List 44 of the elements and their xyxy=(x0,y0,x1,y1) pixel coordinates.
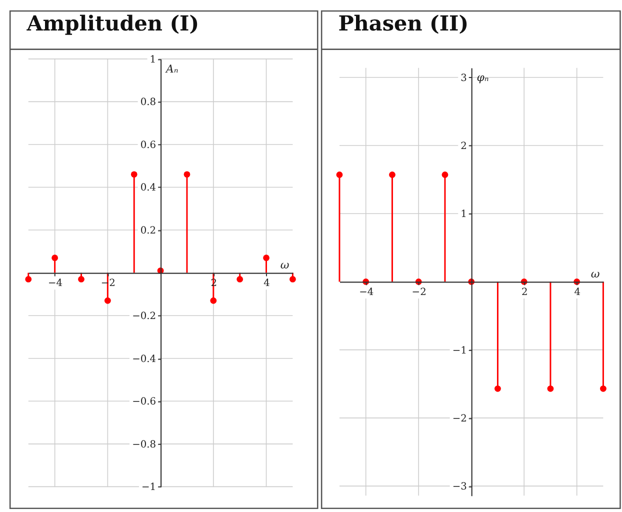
y-tick-label: 3 xyxy=(460,72,467,84)
point xyxy=(52,254,58,262)
point xyxy=(389,172,396,178)
y-axis-title: φₙ xyxy=(476,71,489,84)
x-tick-label: −4 xyxy=(359,287,374,298)
chart-title: Phasen (II) xyxy=(338,12,469,36)
x-tick-label: 4 xyxy=(264,278,270,290)
x-tick-label: −4 xyxy=(48,278,63,290)
y-tick-label: −0.4 xyxy=(132,354,156,365)
point xyxy=(210,297,217,304)
point xyxy=(494,385,501,392)
point xyxy=(184,171,190,178)
y-tick-label: 0.8 xyxy=(140,97,156,108)
point xyxy=(290,276,296,282)
point xyxy=(336,172,343,178)
point xyxy=(547,385,554,392)
x-axis-title: ω xyxy=(590,267,600,280)
x-tick-label: 4 xyxy=(574,287,580,298)
y-axis-title: Aₙ xyxy=(164,62,178,76)
point xyxy=(600,385,606,392)
y-tick-label: −2 xyxy=(452,413,467,424)
y-tick-label: 0.4 xyxy=(140,182,156,194)
point xyxy=(236,276,244,282)
point xyxy=(442,172,448,178)
y-tick-label: −1 xyxy=(142,482,156,494)
x-tick-label: −2 xyxy=(412,287,426,298)
y-tick-label: 0.2 xyxy=(140,225,156,236)
point xyxy=(130,171,138,178)
point xyxy=(25,276,32,282)
y-tick-label: 1 xyxy=(460,209,467,220)
y-tick-label: −3 xyxy=(452,482,467,493)
point xyxy=(263,254,270,262)
y-tick-label: −1 xyxy=(452,345,467,356)
y-tick-label: −0.2 xyxy=(132,311,156,322)
y-tick-label: 2 xyxy=(460,140,467,152)
x-tick-label: 2 xyxy=(521,287,528,298)
x-axis-title: ω xyxy=(280,258,290,272)
y-tick-label: −0.8 xyxy=(132,439,156,450)
y-tick-label: 0.6 xyxy=(140,140,156,151)
point xyxy=(78,276,84,282)
chart-title: Amplituden (I) xyxy=(26,12,200,36)
point xyxy=(104,297,111,304)
y-tick-label: 1 xyxy=(150,54,156,66)
y-tick-label: −0.6 xyxy=(132,396,156,408)
